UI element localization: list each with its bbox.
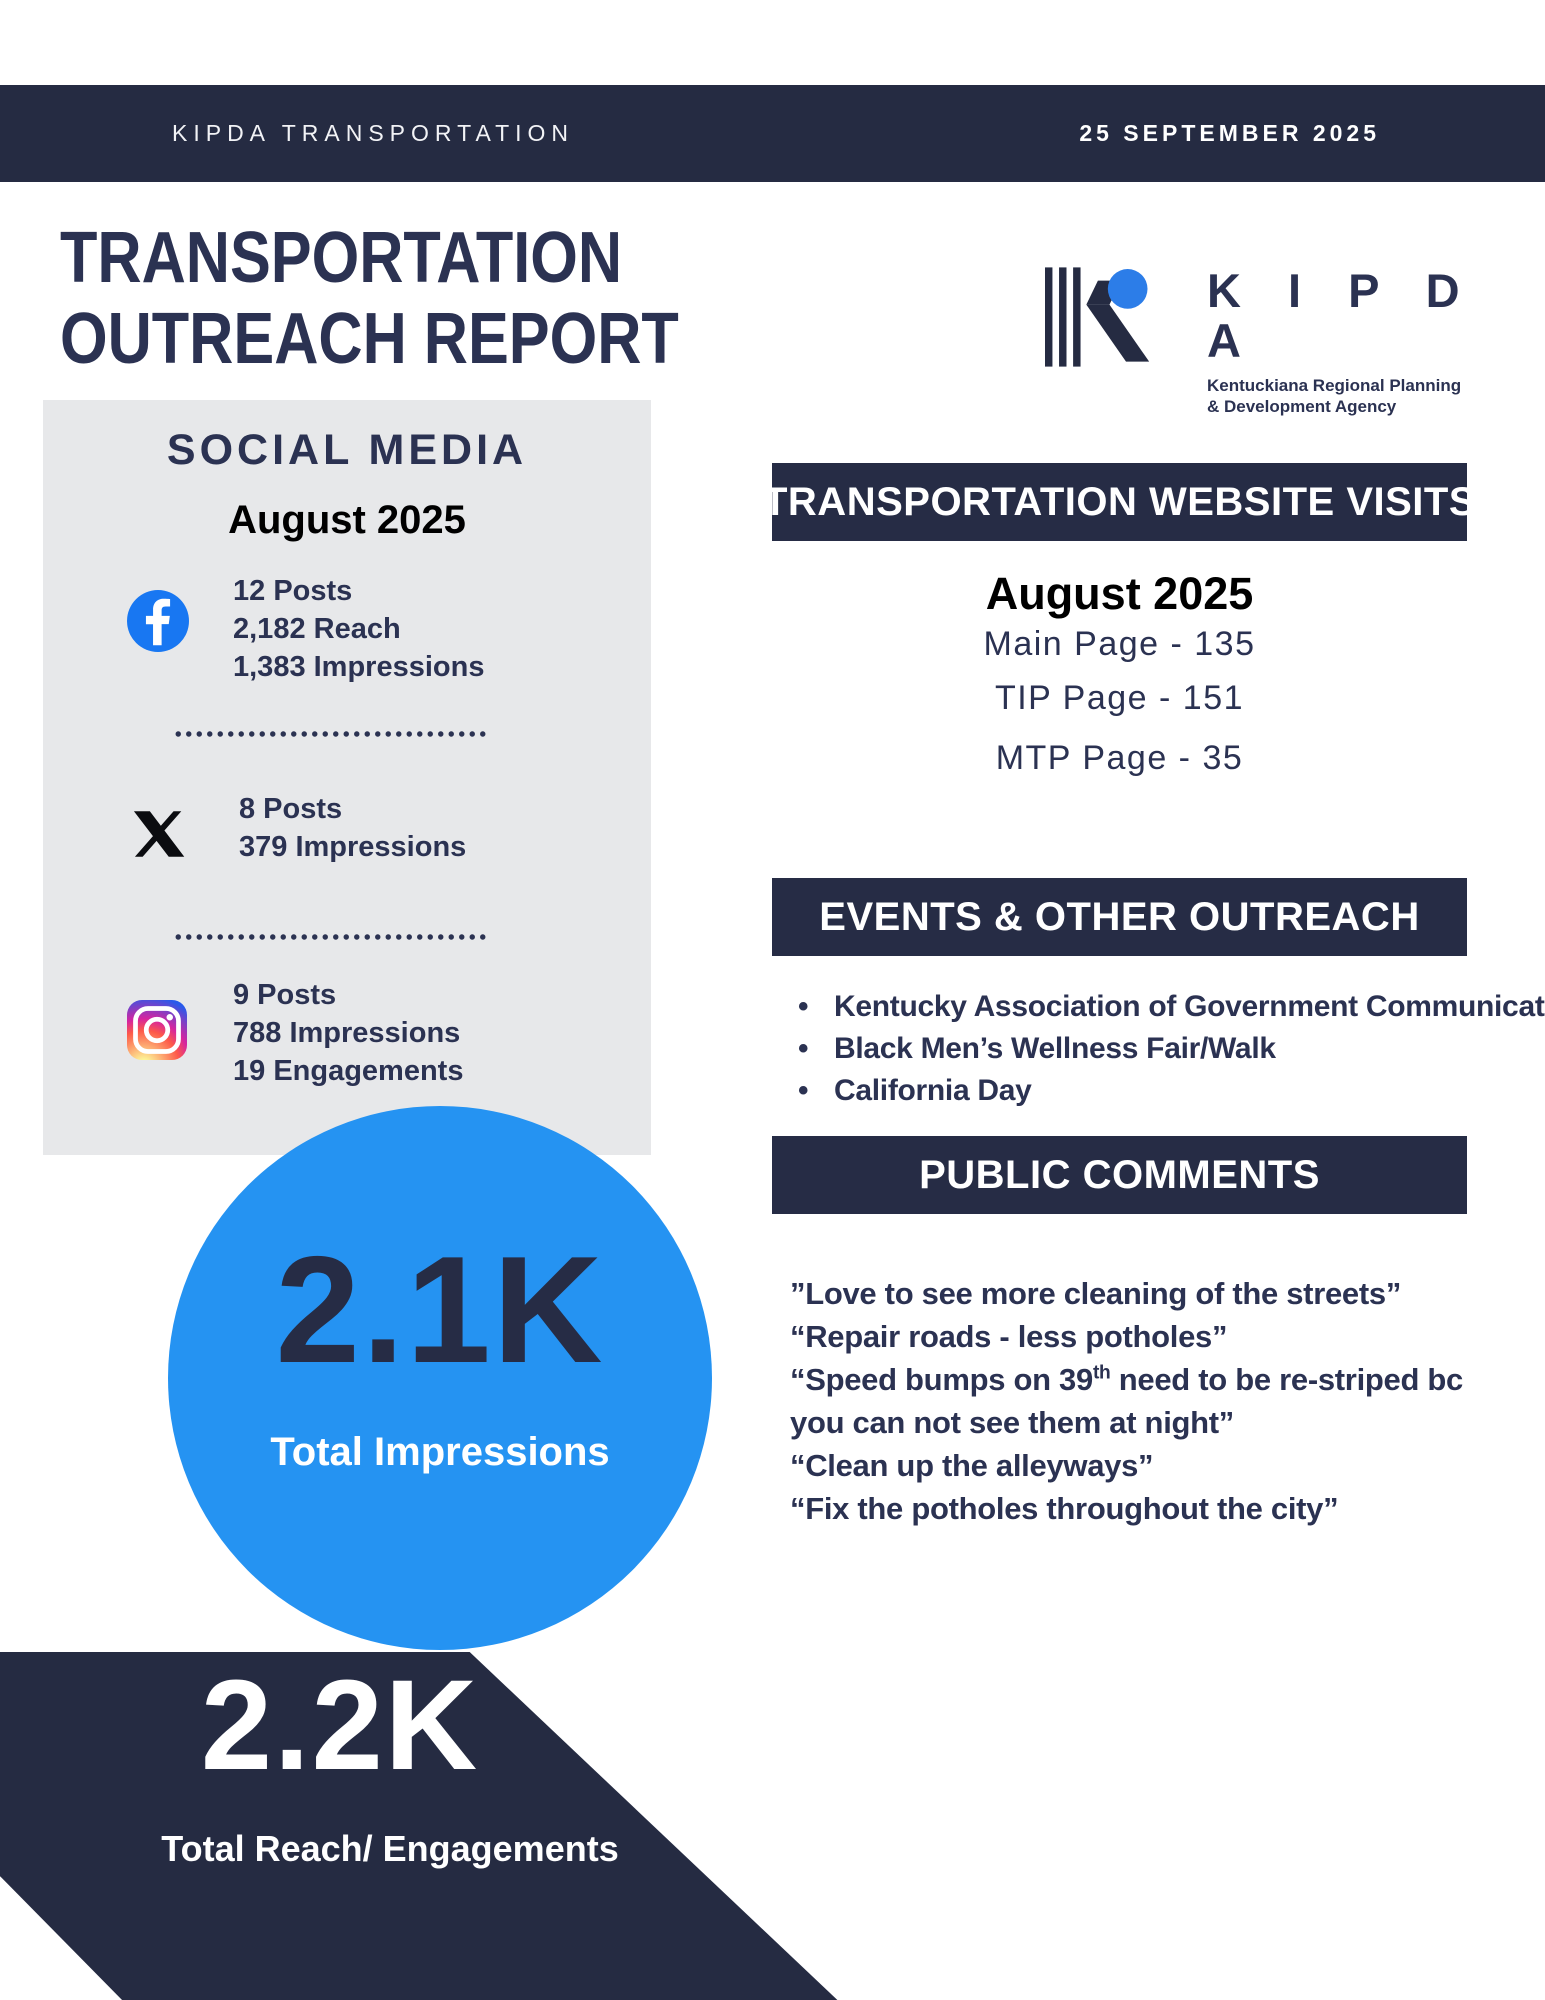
comment-line: you can not see them at night” xyxy=(790,1405,1234,1440)
kipda-logo-text: K I P D A Kentuckiana Regional Planning … xyxy=(1207,266,1545,417)
instagram-icon xyxy=(127,1000,187,1060)
page-title-line2: OUTREACH REPORT xyxy=(60,299,679,379)
event-item: Kentucky Association of Government Commu… xyxy=(792,986,1545,1028)
total-reach-value: 2.2K xyxy=(200,1654,480,1797)
page-title-line1: TRANSPORTATION xyxy=(60,218,623,298)
public-comments-list: ”Love to see more cleaning of the street… xyxy=(790,1272,1530,1530)
website-visits-month: August 2025 xyxy=(985,568,1254,619)
x-impressions: 379 Impressions xyxy=(239,831,467,863)
comment-line: “Repair roads - less potholes” xyxy=(790,1319,1228,1354)
website-visits-mtp-page: MTP Page - 35 xyxy=(995,739,1244,777)
public-comments-header: PUBLIC COMMENTS xyxy=(772,1136,1467,1214)
event-item: California Day xyxy=(792,1070,1532,1112)
total-impressions-value: 2.1K xyxy=(275,1225,605,1395)
total-impressions-label: Total Impressions xyxy=(270,1430,610,1474)
total-reach-shape: 2.2K Total Reach/ Engagements xyxy=(0,1652,838,2000)
social-media-panel: SOCIAL MEDIA August 2025 12 Posts 2,182 … xyxy=(43,400,651,1155)
comment-line: “Speed bumps on 39th need to be re-strip… xyxy=(790,1362,1463,1397)
comment-line: “Clean up the alleyways” xyxy=(790,1448,1154,1483)
comment-line: ”Love to see more cleaning of the street… xyxy=(790,1276,1402,1311)
social-media-heading: SOCIAL MEDIA xyxy=(166,426,528,474)
events-list: Kentucky Association of Government Commu… xyxy=(792,986,1545,1112)
x-icon xyxy=(133,811,185,857)
website-visits-header: TRANSPORTATION WEBSITE VISITS xyxy=(763,463,1476,541)
instagram-posts: 9 Posts xyxy=(233,979,337,1011)
instagram-impressions: 788 Impressions xyxy=(233,1017,461,1049)
header-brand: KIPDA TRANSPORTATION xyxy=(172,120,575,146)
kipda-logo-name: K I P D A xyxy=(1207,264,1477,367)
website-visits-tip-page: TIP Page - 151 xyxy=(994,679,1245,717)
website-visits-main-page: Main Page - 135 xyxy=(983,625,1256,663)
x-posts: 8 Posts xyxy=(239,793,343,825)
dotted-divider xyxy=(173,933,488,941)
header-date: 25 SEPTEMBER 2025 xyxy=(1079,120,1380,146)
kipda-logo: K I P D A Kentuckiana Regional Planning … xyxy=(1045,266,1545,417)
facebook-reach: 2,182 Reach xyxy=(233,613,401,645)
x-stats: 8 Posts 379 Impressions xyxy=(239,790,466,866)
page-title: TRANSPORTATION OUTREACH REPORT xyxy=(60,218,679,380)
instagram-engagements: 19 Engagements xyxy=(233,1055,464,1087)
facebook-posts: 12 Posts xyxy=(233,575,353,607)
social-media-month: August 2025 xyxy=(228,498,466,542)
facebook-stats: 12 Posts 2,182 Reach 1,383 Impressions xyxy=(233,572,484,686)
events-header: EVENTS & OTHER OUTREACH xyxy=(772,878,1467,956)
kipda-logo-tagline: Kentuckiana Regional Planning & Developm… xyxy=(1207,376,1462,416)
total-reach-label: Total Reach/ Engagements xyxy=(161,1828,619,1869)
total-impressions-circle: 2.1K Total Impressions xyxy=(168,1106,712,1650)
facebook-impressions: 1,383 Impressions xyxy=(233,651,485,683)
event-item: Black Men’s Wellness Fair/Walk xyxy=(792,1028,1532,1070)
comment-line: “Fix the potholes throughout the city” xyxy=(790,1491,1339,1526)
dotted-divider xyxy=(173,730,488,738)
kipda-logo-mark-icon xyxy=(1045,267,1150,367)
facebook-icon xyxy=(127,590,189,652)
top-bar: KIPDA TRANSPORTATION 25 SEPTEMBER 2025 xyxy=(0,85,1545,182)
instagram-stats: 9 Posts 788 Impressions 19 Engagements xyxy=(233,976,463,1090)
